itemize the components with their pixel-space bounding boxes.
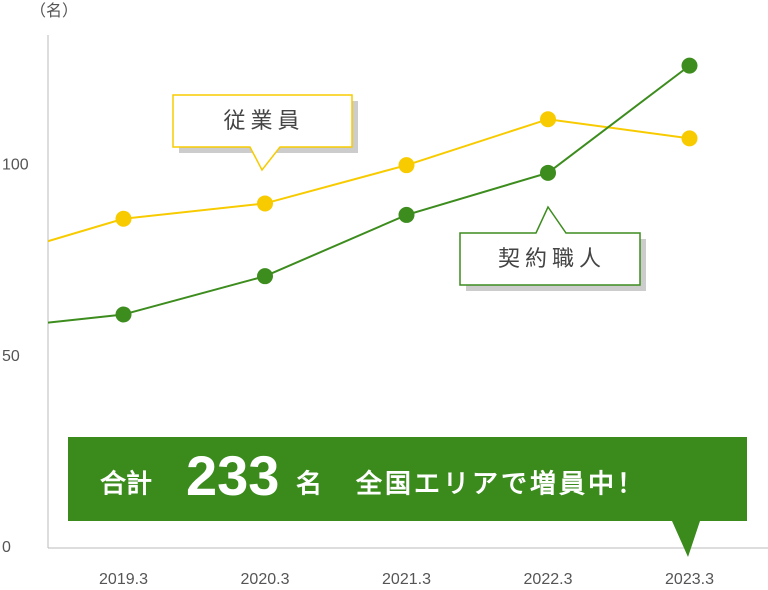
x-tick-label: 2022.3 (524, 571, 573, 588)
banner: 合計 233 名 全国エリアで増員中！ (68, 437, 747, 557)
data-point (540, 164, 556, 181)
data-point (681, 130, 698, 147)
data-point (398, 206, 415, 223)
banner-prefix: 合計 (100, 469, 152, 500)
banner-message: 全国エリアで増員中！ (355, 469, 646, 500)
callout-contract: 契約職人 (459, 205, 646, 291)
callout-employees: 従業員 (172, 94, 358, 172)
unit-label: （名） (30, 2, 78, 20)
data-point (540, 111, 556, 128)
y-tick-label: 0 (2, 539, 11, 556)
x-tick-label: 2020.3 (241, 571, 290, 588)
series-line (48, 118, 690, 243)
banner-unit: 名 (296, 469, 322, 500)
y-tick-label: 100 (2, 156, 29, 173)
plot-area (48, 57, 698, 324)
data-point (257, 195, 273, 212)
data-point (115, 306, 132, 323)
series-line (48, 64, 691, 324)
x-tick-label: 2023.3 (665, 571, 714, 588)
x-tick-label: 2021.3 (382, 571, 431, 588)
callout-label: 従業員 (223, 109, 304, 134)
data-point (398, 157, 415, 174)
banner-number: 233 (186, 444, 279, 507)
data-point (257, 268, 273, 285)
data-point (681, 57, 698, 74)
y-tick-label: 50 (2, 348, 20, 365)
x-tick-label: 2019.3 (99, 571, 148, 588)
callout-label: 契約職人 (498, 247, 606, 272)
data-point (115, 210, 132, 227)
